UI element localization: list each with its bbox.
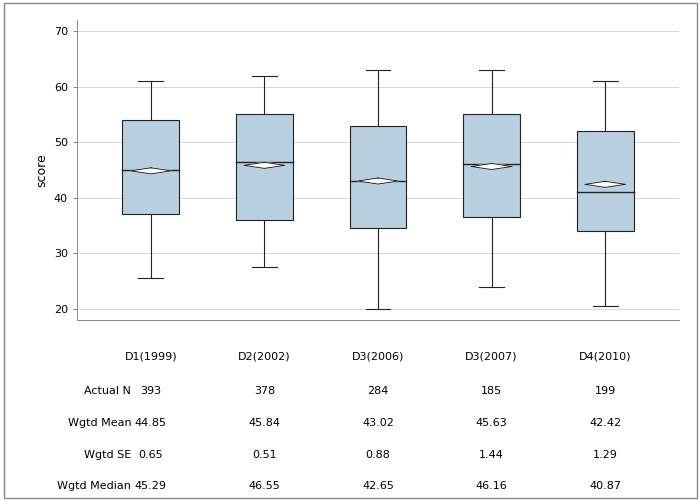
Polygon shape — [584, 182, 626, 188]
Text: D3(2006): D3(2006) — [352, 352, 404, 362]
Text: 40.87: 40.87 — [589, 481, 621, 491]
Text: Wgtd SE: Wgtd SE — [84, 450, 131, 460]
Text: 1.29: 1.29 — [593, 450, 617, 460]
Text: D2(2002): D2(2002) — [238, 352, 290, 362]
Text: 378: 378 — [254, 386, 275, 396]
Text: 44.85: 44.85 — [135, 418, 167, 428]
Text: 199: 199 — [594, 386, 616, 396]
Text: D3(2007): D3(2007) — [466, 352, 518, 362]
Bar — [122, 120, 179, 214]
Text: 0.51: 0.51 — [252, 450, 276, 460]
Text: D4(2010): D4(2010) — [579, 352, 631, 362]
Polygon shape — [130, 168, 172, 174]
Text: 0.65: 0.65 — [139, 450, 163, 460]
Y-axis label: score: score — [35, 153, 48, 187]
Polygon shape — [471, 164, 512, 170]
Bar — [236, 114, 293, 220]
Text: 284: 284 — [368, 386, 388, 396]
Text: 45.84: 45.84 — [248, 418, 281, 428]
Text: 0.88: 0.88 — [365, 450, 391, 460]
Text: D1(1999): D1(1999) — [125, 352, 177, 362]
Text: 45.29: 45.29 — [135, 481, 167, 491]
Text: 42.42: 42.42 — [589, 418, 621, 428]
Polygon shape — [244, 162, 285, 168]
Bar — [349, 126, 407, 228]
Text: 46.55: 46.55 — [248, 481, 280, 491]
Text: 185: 185 — [481, 386, 502, 396]
Bar — [463, 114, 520, 217]
Text: 46.16: 46.16 — [476, 481, 508, 491]
Text: 45.63: 45.63 — [476, 418, 508, 428]
Text: 42.65: 42.65 — [362, 481, 394, 491]
Text: 393: 393 — [140, 386, 162, 396]
Text: Wgtd Median: Wgtd Median — [57, 481, 131, 491]
Text: 1.44: 1.44 — [479, 450, 504, 460]
Text: Actual N: Actual N — [84, 386, 131, 396]
Bar — [577, 131, 634, 231]
Polygon shape — [358, 178, 398, 184]
Text: Wgtd Mean: Wgtd Mean — [68, 418, 131, 428]
Text: 43.02: 43.02 — [362, 418, 394, 428]
